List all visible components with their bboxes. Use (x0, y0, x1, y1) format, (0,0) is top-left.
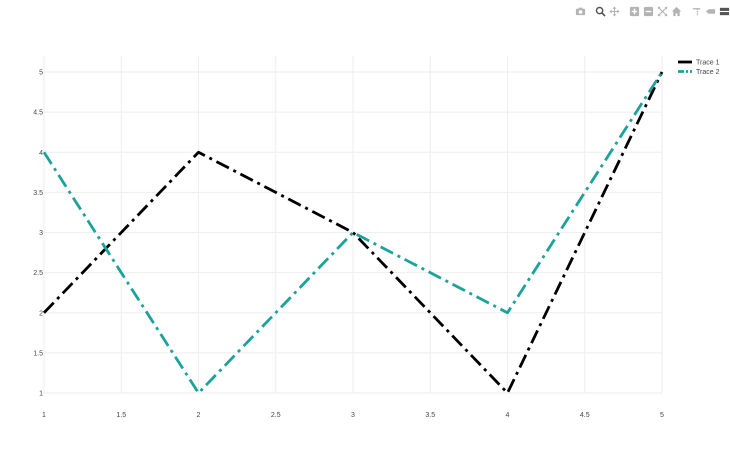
x-tick-label: 3.5 (425, 412, 435, 419)
legend: Trace 1 Trace 2 (678, 60, 720, 76)
legend-item-2[interactable]: Trace 2 (678, 69, 720, 76)
y-tick-label: 1 (39, 391, 43, 398)
y-tick-label: 1.5 (33, 350, 43, 357)
legend-item-1[interactable]: Trace 1 (678, 60, 720, 67)
legend-label: Trace 2 (696, 69, 720, 76)
gridlines (43, 56, 663, 394)
x-tick-label: 3 (351, 412, 355, 419)
y-tick-label: 3 (39, 230, 43, 237)
autoscale-icon[interactable] (656, 5, 669, 18)
y-tick-label: 2 (39, 310, 43, 317)
pan-icon[interactable] (608, 5, 621, 18)
y-tick-label: 5 (39, 70, 43, 77)
spike-lines-icon[interactable] (690, 5, 703, 18)
home-icon[interactable] (670, 5, 683, 18)
series-line-2[interactable] (42, 71, 664, 395)
y-tick-label: 4 (39, 150, 43, 157)
tick-labels: 1 1.5 2 2.5 3 3.5 4 4.5 5 1 1.5 2 2.5 3 3.5 4 4.5 5 (33, 70, 664, 420)
traces (42, 71, 664, 395)
hover-closest-icon[interactable] (704, 5, 717, 18)
zoom-in-icon[interactable] (628, 5, 641, 18)
series-line-1[interactable] (42, 71, 664, 395)
x-tick-label: 4 (506, 412, 510, 419)
x-tick-label: 4.5 (580, 412, 590, 419)
modebar (574, 4, 730, 18)
x-tick-label: 2 (197, 412, 201, 419)
zoom-out-icon[interactable] (642, 5, 655, 18)
hover-compare-icon[interactable] (718, 5, 730, 18)
x-tick-label: 1 (42, 412, 46, 419)
legend-label: Trace 1 (696, 60, 720, 67)
camera-icon[interactable] (574, 5, 587, 18)
y-tick-label: 3.5 (33, 190, 43, 197)
zoom-icon[interactable] (594, 5, 607, 18)
x-tick-label: 5 (660, 412, 664, 419)
x-tick-label: 1.5 (116, 412, 126, 419)
y-tick-label: 4.5 (33, 110, 43, 117)
x-tick-label: 2.5 (271, 412, 281, 419)
y-tick-label: 2.5 (33, 270, 43, 277)
